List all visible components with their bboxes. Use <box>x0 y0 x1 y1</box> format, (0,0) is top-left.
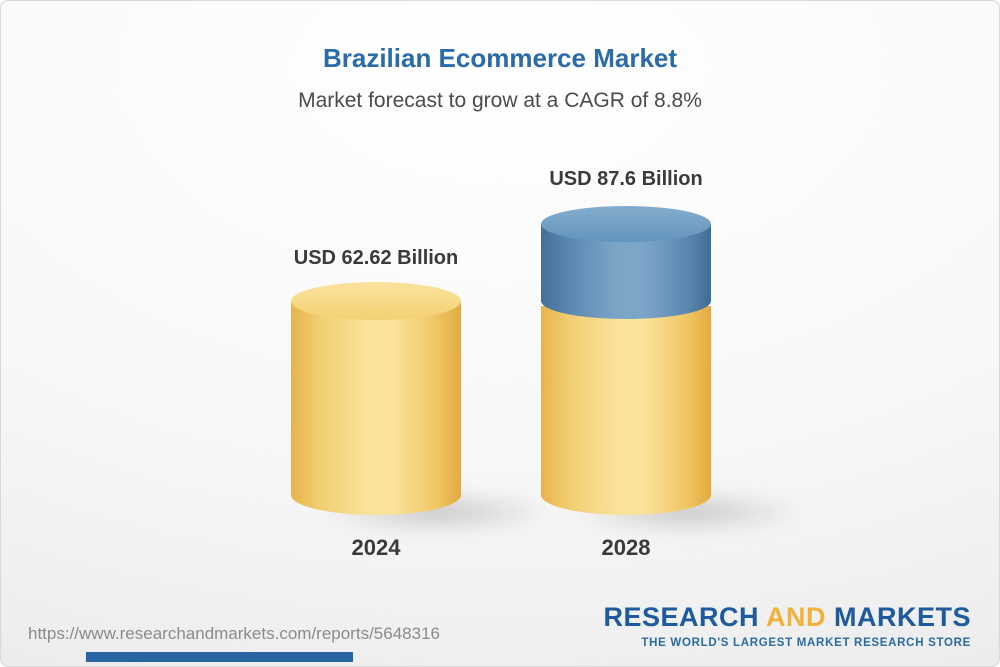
axis-label-2028: 2028 <box>601 535 651 560</box>
footer-accent-bar <box>86 652 353 662</box>
axis-label-2024: 2024 <box>351 535 401 560</box>
logo-word-research: RESEARCH <box>603 602 759 632</box>
page-subtitle: Market forecast to grow at a CAGR of 8.8… <box>298 89 702 112</box>
value-label-2024: USD 62.62 Billion <box>293 247 459 269</box>
bar-2028-base-segment <box>541 306 711 515</box>
bar-2028-top-ellipse <box>541 206 711 242</box>
logo-wordmark: RESEARCH AND MARKETS <box>603 602 971 633</box>
research-and-markets-logo: RESEARCH AND MARKETS THE WORLD'S LARGEST… <box>603 602 971 649</box>
bar-2024-top-ellipse <box>291 282 461 320</box>
value-label-2028: USD 87.6 Billion <box>549 168 703 190</box>
page-title: Brazilian Ecommerce Market <box>322 43 678 73</box>
logo-word-markets: MARKETS <box>834 602 971 632</box>
logo-tagline: THE WORLD'S LARGEST MARKET RESEARCH STOR… <box>641 637 971 649</box>
logo-word-and: AND <box>765 602 826 632</box>
bar-2024-body <box>291 301 461 515</box>
source-url-link[interactable]: https://www.researchandmarkets.com/repor… <box>28 624 440 643</box>
